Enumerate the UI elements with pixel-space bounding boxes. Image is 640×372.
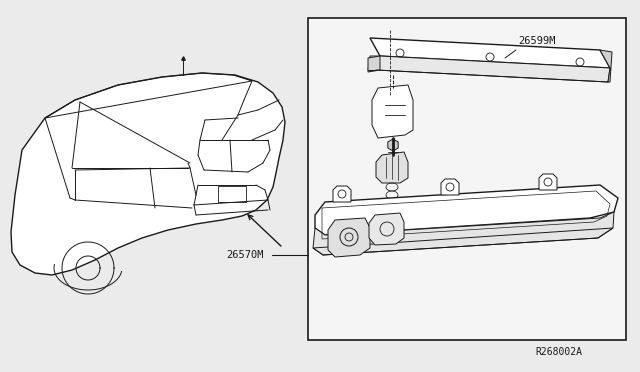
Polygon shape: [368, 56, 610, 82]
Polygon shape: [369, 213, 404, 245]
Polygon shape: [441, 179, 459, 195]
Polygon shape: [328, 218, 370, 257]
Bar: [218, 186, 246, 202]
Polygon shape: [600, 50, 612, 82]
Polygon shape: [368, 56, 380, 72]
Polygon shape: [372, 85, 413, 138]
Polygon shape: [333, 186, 351, 202]
Polygon shape: [313, 212, 614, 255]
Text: R268002A: R268002A: [535, 347, 582, 357]
Text: 26570M: 26570M: [226, 250, 264, 260]
Text: 26599M: 26599M: [518, 36, 556, 46]
Polygon shape: [388, 139, 398, 151]
Polygon shape: [315, 185, 618, 235]
Polygon shape: [539, 174, 557, 190]
Polygon shape: [370, 38, 610, 68]
Polygon shape: [381, 213, 403, 237]
Polygon shape: [11, 73, 285, 275]
Bar: [308, 18, 626, 340]
Polygon shape: [376, 152, 408, 183]
